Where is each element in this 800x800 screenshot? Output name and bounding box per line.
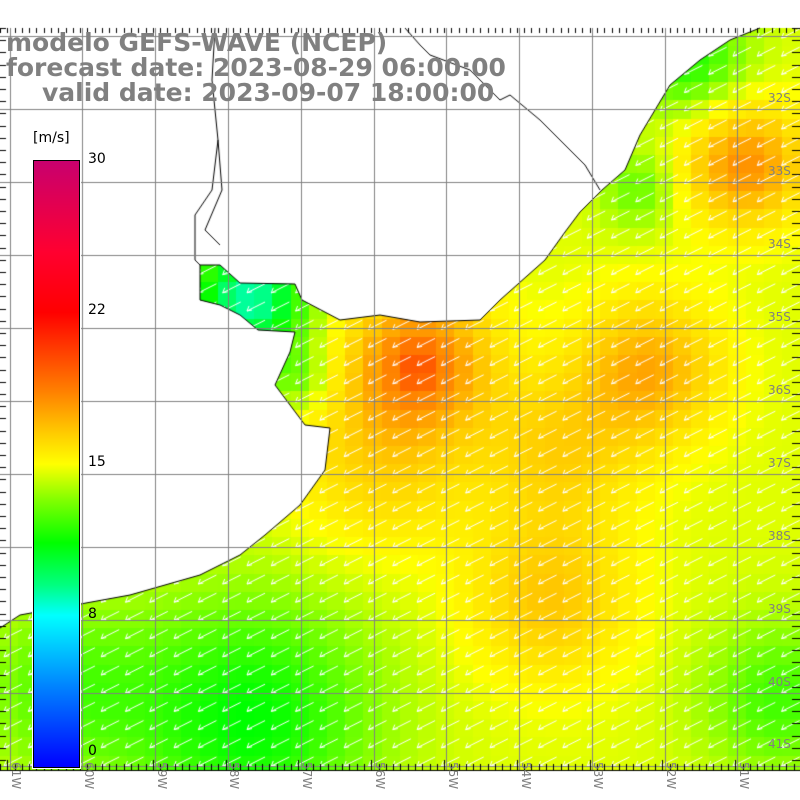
lat-label: 34S (768, 237, 791, 251)
colorbar (32, 159, 81, 769)
lon-label: 56W (373, 762, 387, 790)
colorbar-label-8: 8 (88, 606, 97, 622)
lon-label: 57W (300, 762, 315, 790)
colorbar-unit: [m/s] (33, 130, 70, 146)
colorbar-label-15: 15 (88, 454, 106, 470)
lon-label: 58W (227, 762, 242, 790)
lat-label: 38S (768, 529, 791, 543)
title-forecast-date: forecast date: 2023-08-29 06:00:00 (6, 53, 506, 82)
lat-label: 35S (768, 310, 791, 324)
title-valid-date: valid date: 2023-09-07 18:00:00 (42, 78, 495, 107)
lat-label: 37S (768, 456, 791, 470)
lat-label: 40S (768, 675, 791, 689)
lon-label: 54W (518, 762, 533, 790)
lon-label: 61W (9, 762, 23, 790)
lat-label: 33S (768, 164, 791, 178)
lat-label: 39S (768, 602, 791, 616)
lon-label: 51W (737, 762, 751, 790)
title-model: modelo GEFS-WAVE (NCEP) (6, 28, 388, 57)
lon-label: 53W (591, 762, 606, 790)
lon-label: 55W (445, 762, 460, 790)
lat-label: 36S (768, 383, 791, 397)
colorbar-label-30: 30 (88, 151, 106, 167)
colorbar-label-0: 0 (88, 743, 97, 759)
lat-label: 41S (768, 737, 791, 751)
lon-label: 60W (81, 762, 96, 790)
colorbar-label-22: 22 (88, 302, 106, 318)
lon-label: 59W (154, 762, 169, 790)
lon-label: 52W (664, 762, 679, 790)
lat-label: 32S (768, 91, 791, 105)
